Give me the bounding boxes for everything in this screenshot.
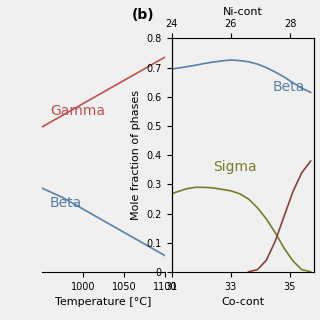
Text: Beta: Beta xyxy=(272,80,305,94)
Text: Gamma: Gamma xyxy=(50,105,105,118)
X-axis label: Ni-cont: Ni-cont xyxy=(223,6,263,17)
Text: Beta: Beta xyxy=(50,196,82,210)
X-axis label: Temperature [°C]: Temperature [°C] xyxy=(55,297,151,307)
Text: (b): (b) xyxy=(132,8,155,22)
Text: Sigma: Sigma xyxy=(213,160,257,174)
Y-axis label: Mole fraction of phases: Mole fraction of phases xyxy=(131,90,141,220)
X-axis label: Co-cont: Co-cont xyxy=(221,297,264,307)
